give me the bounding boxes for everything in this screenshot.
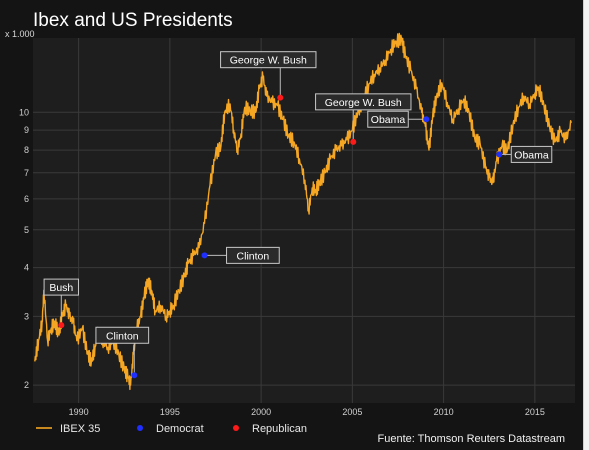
y-tick-label: 6 — [24, 194, 29, 204]
y-tick-label: 10 — [19, 107, 29, 117]
republican-marker — [58, 322, 65, 329]
democrat-marker — [131, 372, 138, 379]
y-axis-unit-label: x 1.000 — [5, 29, 35, 39]
x-tick-label: 1990 — [69, 407, 89, 417]
legend: IBEX 35 Democrat Republican — [36, 420, 326, 439]
y-tick-label: 7 — [24, 168, 29, 178]
chart-title: Ibex and US Presidents — [33, 10, 233, 31]
annotation-label: Obama — [371, 114, 406, 126]
annotation-label: Clinton — [237, 250, 270, 262]
x-tick-label: 2000 — [251, 407, 271, 417]
x-tick-label: 2010 — [434, 407, 454, 417]
annotation-label: Bush — [49, 282, 73, 294]
y-tick-label: 5 — [24, 225, 29, 235]
democrat-marker — [201, 252, 208, 259]
legend-label: Democrat — [156, 423, 204, 435]
annotation-label: George W. Bush — [230, 55, 307, 67]
x-tick-label: 1995 — [160, 407, 180, 417]
x-tick-label: 2015 — [525, 407, 545, 417]
annotation-box — [43, 278, 79, 296]
legend-label: IBEX 35 — [60, 423, 100, 435]
republican-marker — [277, 94, 284, 101]
annotation-box — [220, 51, 317, 69]
window-edge — [583, 0, 589, 450]
annotation-label: Obama — [514, 149, 549, 161]
y-tick-label: 4 — [24, 263, 29, 273]
annotation-box — [510, 145, 553, 163]
legend-swatch-republican — [233, 425, 239, 431]
annotation-box — [95, 326, 150, 344]
annotation-label: George W. Bush — [325, 97, 402, 109]
annotation-label: Clinton — [106, 330, 139, 342]
ibex-35-line — [34, 32, 573, 391]
annotation-box — [367, 110, 409, 128]
y-tick-label: 2 — [24, 380, 29, 390]
y-tick-label: 3 — [24, 311, 29, 321]
legend-label: Republican — [252, 423, 307, 435]
source-note: Fuente: Thomson Reuters Datastream — [377, 433, 566, 445]
y-tick-label: 9 — [24, 125, 29, 135]
annotation-box — [315, 93, 412, 111]
legend-swatch-democrat — [137, 425, 143, 431]
democrat-marker — [496, 151, 503, 158]
x-tick-label: 2005 — [342, 407, 362, 417]
annotation-box — [226, 246, 280, 264]
republican-marker — [350, 138, 357, 145]
y-tick-label: 8 — [24, 145, 29, 155]
democrat-marker — [423, 116, 430, 123]
legend-graphic: IBEX 35 Democrat Republican — [36, 423, 307, 435]
